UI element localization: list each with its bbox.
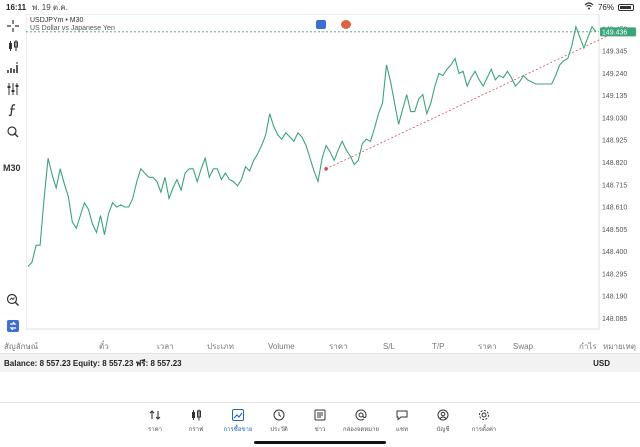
price-axis-label: 148.820 [602, 160, 627, 167]
col-price[interactable]: ราคา [329, 342, 348, 351]
price-axis-label: 148.505 [602, 227, 627, 234]
tab-chart[interactable]: กราฟ [176, 409, 216, 434]
tab-news[interactable]: ข่าว [300, 409, 340, 434]
chart-area[interactable]: USDJPYm • M30 US Dollar vs Japanese Yen … [26, 14, 640, 330]
one-click-trading-icon[interactable] [5, 318, 21, 334]
price-axis-label: 149.030 [602, 115, 627, 122]
tab-label: ข่าว [314, 427, 326, 433]
home-indicator [254, 441, 386, 444]
status-date: พ. 19 ต.ค. [32, 2, 68, 12]
candles-icon [192, 409, 201, 421]
price-series-line [27, 24, 597, 267]
candles-icon[interactable] [5, 38, 21, 54]
col-tp[interactable]: T/P [432, 342, 445, 351]
tab-mailbox[interactable]: กล่องจดหมาย [341, 409, 381, 434]
col-volume[interactable]: Volume [268, 342, 295, 351]
price-axis-label: 148.610 [602, 205, 627, 212]
price-axis-label: 149.135 [602, 93, 627, 100]
function-icon[interactable] [5, 102, 21, 118]
chart-toolbar: M30 [0, 14, 26, 332]
status-bar: 16:11 พ. 19 ต.ค. 76% [0, 0, 640, 14]
current-price-label: 149.436 [602, 29, 627, 36]
balance-summary: Balance: 8 557.23 Equity: 8 557.23 ฟรี: … [4, 358, 182, 368]
col-profit[interactable]: กำไร [579, 342, 597, 351]
price-axis-label: 149.345 [602, 49, 627, 56]
col-symbol[interactable]: สัญลักษณ์ [4, 342, 39, 351]
zoom-icon[interactable] [5, 292, 21, 308]
indicators-icon[interactable] [5, 60, 21, 76]
chat-icon [396, 410, 408, 421]
tab-label: ประวัติ [270, 427, 288, 433]
price-axis-label: 148.400 [602, 249, 627, 256]
price-axis-label: 148.085 [602, 316, 627, 323]
plot-frame [26, 14, 600, 330]
gear-icon [479, 410, 489, 420]
account-icon [437, 409, 449, 421]
wifi-icon [584, 2, 594, 12]
mail-at-icon [355, 409, 367, 421]
trend-line [325, 31, 617, 170]
quick-sell-icon[interactable] [341, 20, 351, 29]
price-axis: 149.450149.345149.240149.135149.030148.9… [602, 26, 627, 323]
battery-icon [618, 3, 634, 11]
timeframe-button[interactable]: M30 [3, 163, 21, 173]
tab-label: กราฟ [188, 427, 204, 433]
col-ticket[interactable]: ตั๋ว [99, 342, 109, 351]
status-right: 76% [584, 2, 634, 12]
tab-history[interactable]: ประวัติ [259, 409, 299, 434]
price-axis-label: 148.925 [602, 138, 627, 145]
history-icon [273, 409, 285, 421]
crosshair-icon[interactable] [5, 18, 21, 34]
battery-percent: 76% [597, 2, 614, 12]
trade-columns-header: สัญลักษณ์ ตั๋ว เวลา ประเภท Volume ราคา S… [0, 340, 640, 354]
tab-label: การตั้งค่า [471, 427, 497, 433]
price-axis-label: 148.190 [602, 294, 627, 301]
quick-buy-icon[interactable] [316, 20, 326, 29]
sliders-icon[interactable] [5, 81, 21, 97]
current-price-tag: 149.436 [600, 27, 636, 37]
tab-label: การซื้อขาย [223, 427, 253, 433]
tab-label: แชท [396, 427, 408, 433]
col-price-current[interactable]: ราคา [478, 342, 497, 351]
tab-account[interactable]: บัญชี [423, 409, 463, 434]
tab-chat[interactable]: แชท [382, 409, 422, 434]
balance-row: Balance: 8 557.23 Equity: 8 557.23 ฟรี: … [0, 354, 640, 372]
chart-symbol-description: US Dollar vs Japanese Yen [30, 25, 115, 32]
col-sl[interactable]: S/L [383, 342, 396, 351]
status-time: 16:11 [6, 2, 27, 12]
col-time[interactable]: เวลา [157, 342, 174, 351]
tab-label: บัญชี [436, 427, 450, 433]
col-swap[interactable]: Swap [513, 342, 534, 351]
col-type[interactable]: ประเภท [207, 342, 234, 351]
price-chart[interactable]: 149.450149.345149.240149.135149.030148.9… [26, 14, 640, 330]
tab-label: กล่องจดหมาย [342, 427, 380, 433]
price-axis-label: 148.715 [602, 182, 627, 189]
arrows-updown-icon [149, 410, 161, 420]
objects-icon[interactable] [5, 124, 21, 140]
tab-quotes[interactable]: ราคา [135, 409, 175, 434]
trend-start-point [324, 167, 328, 171]
news-icon [314, 409, 326, 421]
tab-label: ราคา [148, 427, 162, 433]
price-axis-label: 149.240 [602, 71, 627, 78]
tab-settings[interactable]: การตั้งค่า [464, 409, 504, 434]
trade-chart-icon [232, 409, 244, 421]
col-comment[interactable]: หมายเหตุ [603, 342, 636, 351]
bottom-tab-bar: ราคา กราฟ การซื้อขาย ประวัติ ข่าว กล่องจ… [0, 402, 640, 447]
balance-currency: USD [593, 358, 610, 368]
tab-trade[interactable]: การซื้อขาย [218, 409, 258, 434]
price-axis-label: 148.295 [602, 271, 627, 278]
chart-symbol-title: USDJPYm • M30 [30, 17, 84, 24]
